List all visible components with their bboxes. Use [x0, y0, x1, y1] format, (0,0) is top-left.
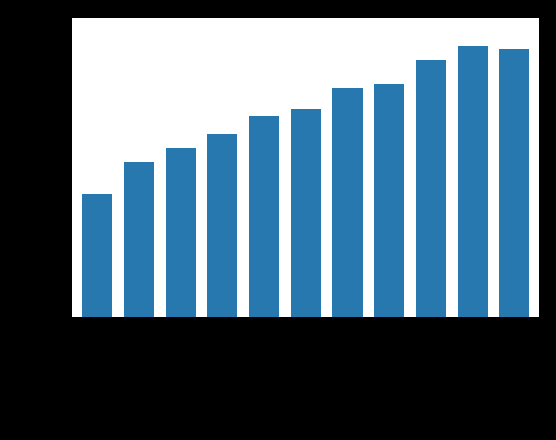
- Bar: [82, 194, 112, 317]
- Bar: [416, 60, 446, 317]
- Bar: [499, 49, 529, 317]
- Bar: [332, 88, 363, 317]
- Bar: [249, 116, 279, 317]
- Bar: [291, 109, 321, 317]
- Bar: [124, 162, 154, 317]
- Bar: [374, 84, 404, 317]
- Bar: [166, 148, 196, 317]
- Bar: [207, 134, 237, 317]
- Bar: [458, 46, 488, 317]
